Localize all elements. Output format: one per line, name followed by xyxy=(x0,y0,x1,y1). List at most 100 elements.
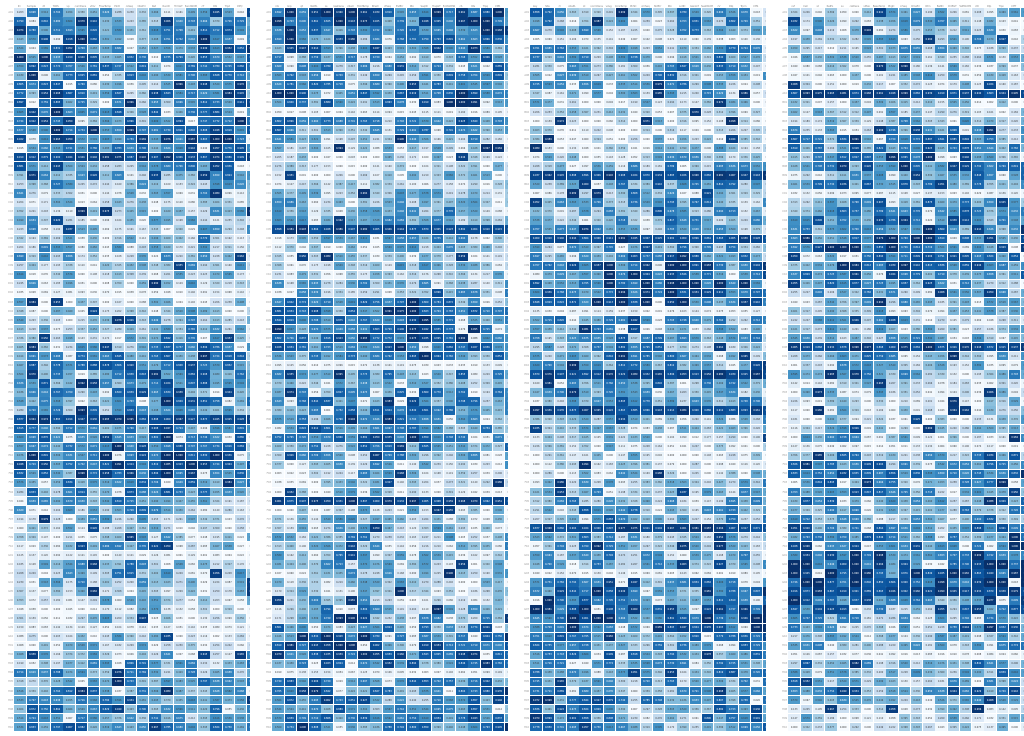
heatmap-cell[interactable]: 0.584 xyxy=(112,632,124,641)
heatmap-cell[interactable]: 0.048 xyxy=(149,306,161,316)
heatmap-cell[interactable]: 0.382 xyxy=(185,171,198,180)
heatmap-cell[interactable]: 0.814 xyxy=(75,487,88,497)
heatmap-cell[interactable]: 0.245 xyxy=(100,632,112,641)
heatmap-cell[interactable]: 0.936 xyxy=(222,451,235,460)
heatmap-cell[interactable]: 0.780 xyxy=(210,62,222,71)
heatmap-cell[interactable]: 0.412 xyxy=(198,324,210,334)
heatmap-cell[interactable]: 0.633 xyxy=(309,279,321,289)
heatmap-cell[interactable]: 0.492 xyxy=(51,496,63,506)
heatmap-cell[interactable]: 0.532 xyxy=(149,668,161,678)
heatmap-cell[interactable]: 0.223 xyxy=(185,632,198,641)
heatmap-cell[interactable]: 0.391 xyxy=(468,162,480,171)
heatmap-cell[interactable]: 0.626 xyxy=(149,487,161,497)
heatmap-cell[interactable]: 0.516 xyxy=(14,686,26,696)
heatmap-cell[interactable]: 0.923 xyxy=(75,542,88,551)
heatmap-cell[interactable]: 0.182 xyxy=(112,641,124,650)
heatmap-cell[interactable]: 0.422 xyxy=(185,587,198,596)
heatmap-cell[interactable]: 0.918 xyxy=(63,35,75,44)
heatmap-cell[interactable]: 0.438 xyxy=(345,44,358,53)
heatmap-cell[interactable]: 0.667 xyxy=(87,704,100,714)
heatmap-cell[interactable]: 0.112 xyxy=(136,234,149,243)
heatmap-cell[interactable]: 0.525 xyxy=(185,677,198,687)
heatmap-cell[interactable]: 0.060 xyxy=(309,198,321,207)
heatmap-cell[interactable]: 0.928 xyxy=(272,343,284,352)
heatmap-row[interactable]: F02 0.832 0.529 0.852 0.540 0.387 0.998 0.772 0.… xyxy=(0,469,250,479)
heatmap-cell[interactable]: 0.904 xyxy=(468,225,480,234)
heatmap-cell[interactable]: 0.605 xyxy=(100,614,112,623)
heatmap-cell[interactable]: 0.542 xyxy=(100,496,112,506)
heatmap-cell[interactable]: 0.454 xyxy=(63,8,75,17)
heatmap-cell[interactable]: 0.130 xyxy=(198,614,210,623)
heatmap-cell[interactable]: 0.687 xyxy=(468,8,480,17)
heatmap-cell[interactable]: 0.596 xyxy=(210,424,222,433)
heatmap-cell[interactable]: 0.204 xyxy=(51,505,63,515)
heatmap-cell[interactable]: 0.694 xyxy=(456,234,468,243)
heatmap-cell[interactable]: 0.277 xyxy=(173,596,186,605)
heatmap-cell[interactable]: 0.343 xyxy=(234,279,247,289)
heatmap-cell[interactable]: 0.592 xyxy=(247,469,250,479)
heatmap-cell[interactable]: 0.961 xyxy=(358,8,370,17)
heatmap-cell[interactable]: 0.083 xyxy=(26,623,39,632)
heatmap-cell[interactable]: 0.803 xyxy=(198,135,210,144)
heatmap-cell[interactable]: 0.270 xyxy=(26,677,39,687)
heatmap-cell[interactable]: 0.477 xyxy=(149,397,161,406)
heatmap-cell[interactable]: 0.820 xyxy=(309,80,321,90)
heatmap-cell[interactable]: 0.599 xyxy=(100,514,112,524)
heatmap-cell[interactable]: 0.032 xyxy=(136,189,149,198)
heatmap-cell[interactable]: 0.714 xyxy=(149,379,161,388)
heatmap-cell[interactable]: 0.095 xyxy=(321,189,333,198)
heatmap-cell[interactable]: 0.309 xyxy=(370,279,382,289)
heatmap-cell[interactable]: 0.510 xyxy=(173,306,186,316)
heatmap-cell[interactable]: 0.667 xyxy=(505,44,508,53)
heatmap-cell[interactable]: 0.942 xyxy=(431,44,444,53)
heatmap-cell[interactable]: 0.402 xyxy=(149,569,161,578)
heatmap-row[interactable]: B07 0.910 0.912 0.879 0.900 0.944 0.946 0.946 0.… xyxy=(0,152,250,162)
heatmap-cell[interactable]: 0.718 xyxy=(333,80,346,90)
heatmap-cell[interactable]: 0.133 xyxy=(222,632,235,641)
heatmap-cell[interactable]: 0.591 xyxy=(247,714,250,723)
heatmap-cell[interactable]: 0.223 xyxy=(198,270,210,280)
heatmap-cell[interactable]: 0.809 xyxy=(87,406,100,415)
heatmap-cell[interactable]: 0.188 xyxy=(87,578,100,587)
heatmap-cell[interactable]: 0.501 xyxy=(100,35,112,44)
heatmap-cell[interactable]: 0.587 xyxy=(210,695,222,705)
heatmap-cell[interactable]: 0.000 xyxy=(333,243,346,252)
heatmap-cell[interactable]: 0.169 xyxy=(112,180,124,189)
heatmap-cell[interactable]: 0.386 xyxy=(480,261,493,271)
heatmap-cell[interactable]: 0.311 xyxy=(296,125,309,135)
heatmap-row[interactable]: E09 0.557 0.667 0.674 0.440 0.732 0.572 0.671 0.… xyxy=(0,442,250,452)
heatmap-cell[interactable]: 0.661 xyxy=(63,487,75,497)
column-header[interactable]: EstErr xyxy=(396,5,404,8)
heatmap-cell[interactable]: 0.684 xyxy=(345,343,358,352)
heatmap-cell[interactable]: 0.494 xyxy=(161,496,173,506)
heatmap-cell[interactable]: 0.906 xyxy=(394,324,407,334)
heatmap-cell[interactable]: 0.764 xyxy=(51,686,63,696)
heatmap-row[interactable]: B03 0.744 0.922 0.954 0.743 0.950 0.095 0.384 0.… xyxy=(0,116,250,126)
heatmap-cell[interactable]: 0.956 xyxy=(247,578,250,587)
heatmap-cell[interactable]: 0.613 xyxy=(210,44,222,53)
heatmap-cell[interactable]: 0.969 xyxy=(247,587,250,596)
column-header[interactable]: HoldTemp xyxy=(356,5,369,8)
heatmap-cell[interactable]: 0.825 xyxy=(75,71,88,81)
heatmap-cell[interactable]: 0.349 xyxy=(198,514,210,524)
heatmap-cell[interactable]: 0.673 xyxy=(124,379,137,388)
heatmap-cell[interactable]: 0.609 xyxy=(149,116,161,126)
heatmap-cell[interactable]: 0.059 xyxy=(149,288,161,298)
heatmap-cell[interactable]: 0.035 xyxy=(75,533,88,542)
heatmap-cell[interactable]: 0.373 xyxy=(87,668,100,678)
heatmap-cell[interactable]: 0.429 xyxy=(173,668,186,678)
heatmap-cell[interactable]: 0.878 xyxy=(100,361,112,370)
heatmap-cell[interactable]: 0.278 xyxy=(51,487,63,497)
heatmap-cell[interactable]: 0.328 xyxy=(492,180,505,189)
heatmap-cell[interactable]: 0.784 xyxy=(431,297,444,307)
heatmap-cell[interactable]: 1.000 xyxy=(112,442,124,451)
heatmap-cell[interactable]: 0.405 xyxy=(456,243,468,252)
heatmap-cell[interactable]: 0.081 xyxy=(63,596,75,605)
heatmap-cell[interactable]: 0.772 xyxy=(370,334,382,343)
heatmap-cell[interactable]: 0.712 xyxy=(63,424,75,433)
heatmap-cell[interactable]: 0.724 xyxy=(431,62,444,71)
heatmap-cell[interactable]: 0.002 xyxy=(480,234,493,243)
column-header[interactable]: idx xyxy=(275,5,279,8)
heatmap-cell[interactable]: 0.497 xyxy=(234,460,247,470)
heatmap-cell[interactable]: 0.577 xyxy=(149,216,161,225)
